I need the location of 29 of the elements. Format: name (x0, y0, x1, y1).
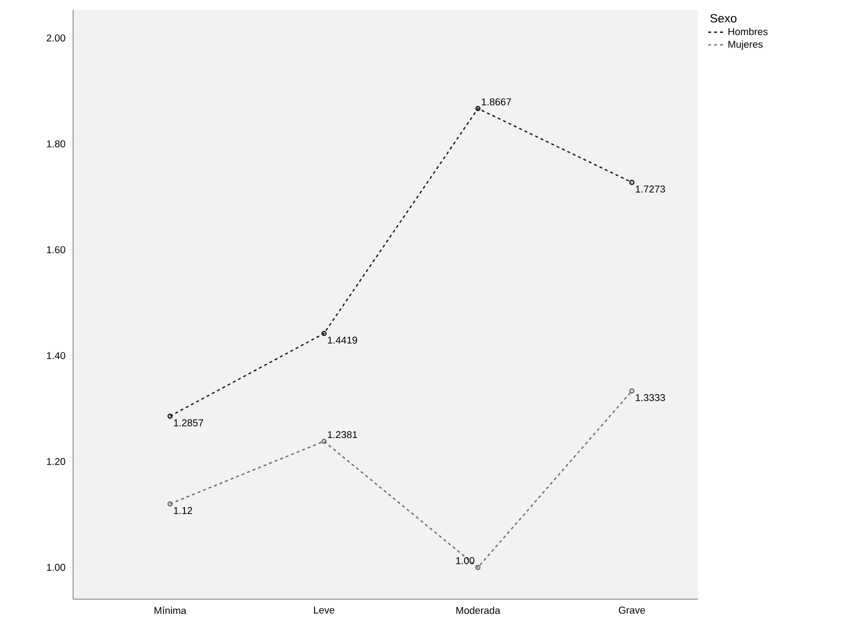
x-tick-label: Mínima (154, 606, 186, 614)
legend-label: Mujeres (728, 40, 763, 50)
y-tick-label: 1.80 (47, 140, 66, 148)
data-label: 1.00 (456, 557, 474, 564)
data-label: 1.8667 (482, 98, 512, 106)
point (321, 438, 327, 444)
data-label: 1.2857 (174, 419, 204, 426)
y-tick-label: 1.60 (47, 246, 66, 254)
legend-label: Hombres (728, 28, 768, 36)
x-tick-label: Grave (618, 606, 645, 614)
x-tick-label: Leve (314, 606, 334, 614)
y-tick-label: 2.00 (46, 34, 66, 42)
y-tick-label: 1.40 (47, 352, 66, 360)
point (167, 414, 173, 419)
point (629, 388, 635, 394)
point (321, 330, 327, 336)
point (167, 501, 173, 506)
legend-title: Sexo (710, 14, 736, 23)
y-tick-label: 1.00 (47, 564, 66, 571)
point (629, 180, 635, 185)
data-label: 1.3333 (636, 394, 666, 402)
data-label: 1.2381 (328, 431, 358, 438)
data-label: 1.7273 (636, 186, 666, 193)
y-tick-label: 1.20 (47, 458, 66, 466)
data-label: 1.12 (174, 507, 192, 514)
point (475, 106, 481, 112)
point (475, 564, 481, 570)
x-tick-label: Moderada (456, 606, 500, 614)
data-label: 1.4419 (328, 336, 358, 344)
